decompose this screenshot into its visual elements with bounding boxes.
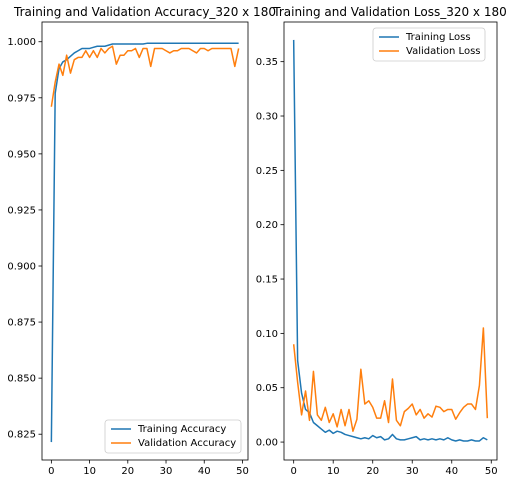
accuracy-y-tick-label: 0.925 [7,205,36,216]
accuracy-x-tick-label: 30 [160,466,173,477]
loss-y-tick-label: 0.05 [256,383,278,394]
loss-plot-frame [283,21,498,461]
series-line-validation-loss [292,327,489,432]
loss-x-tick-label: 10 [327,466,340,477]
loss-lines [292,39,489,442]
accuracy-chart-title: Training and Validation Accuracy_320 x 1… [13,5,276,19]
loss-x-tick-label: 0 [290,466,296,477]
legend-label-validation-loss: Validation Loss [406,46,481,57]
accuracy-legend-box [104,419,242,454]
accuracy-axes: 0 10 20 30 40 50 0.825 0.850 0.875 0.900 0.925 0.95… [7,37,248,477]
loss-y-tick-label: 0.10 [256,329,278,340]
accuracy-y-tick-label: 0.875 [7,318,36,329]
accuracy-legend: Training Accuracy Validation Accuracy [104,419,242,454]
accuracy-x-tick-label: 0 [48,466,54,477]
loss-y-tick-label: 0.20 [256,220,278,231]
accuracy-y-tick-label: 0.975 [7,93,36,104]
accuracy-chart: 0 10 20 30 40 50 0.825 0.850 0.875 0.900 0.925 0.95… [7,5,276,477]
accuracy-x-tick-label: 20 [121,466,134,477]
loss-y-tick-label: 0.00 [256,438,278,449]
accuracy-y-tick-label: 0.950 [7,149,36,160]
accuracy-y-tick-label: 0.900 [7,262,36,273]
loss-axes: 0 10 20 30 40 50 0.00 0.05 0.10 0.15 0.20 0.25 0.30 0… [256,57,498,477]
accuracy-plot-frame [41,21,249,461]
series-line-training-accuracy [50,42,239,443]
series-line-training-loss [292,39,488,442]
loss-y-tick-label: 0.25 [256,166,278,177]
accuracy-y-tick-label: 0.850 [7,374,36,385]
loss-chart: 0 10 20 30 40 50 0.00 0.05 0.10 0.15 0.20 0.25 0.30 0… [256,5,507,477]
series-line-validation-accuracy [50,45,240,107]
legend-label-validation-accuracy: Validation Accuracy [138,438,236,449]
legend-label-training-accuracy: Training Accuracy [137,424,226,435]
accuracy-y-tick-label: 0.825 [7,430,36,441]
loss-y-tick-label: 0.35 [256,57,278,68]
loss-x-tick-label: 50 [485,466,498,477]
accuracy-lines [50,42,240,443]
loss-legend-box [372,27,486,62]
legend-label-training-loss: Training Loss [405,32,471,43]
loss-legend: Training Loss Validation Loss [372,27,486,62]
accuracy-x-tick-label: 50 [236,466,249,477]
loss-y-tick-label: 0.15 [256,275,278,286]
accuracy-y-tick-label: 1.000 [7,37,36,48]
loss-plot-area [284,22,497,460]
loss-x-tick-label: 30 [406,466,419,477]
loss-y-tick-label: 0.30 [256,112,278,123]
loss-chart-title: Training and Validation Loss_320 x 180 [272,5,506,19]
loss-x-tick-label: 40 [445,466,458,477]
accuracy-x-tick-label: 40 [198,466,211,477]
accuracy-x-tick-label: 10 [83,466,96,477]
accuracy-plot-area [42,22,248,460]
loss-x-tick-label: 20 [366,466,379,477]
